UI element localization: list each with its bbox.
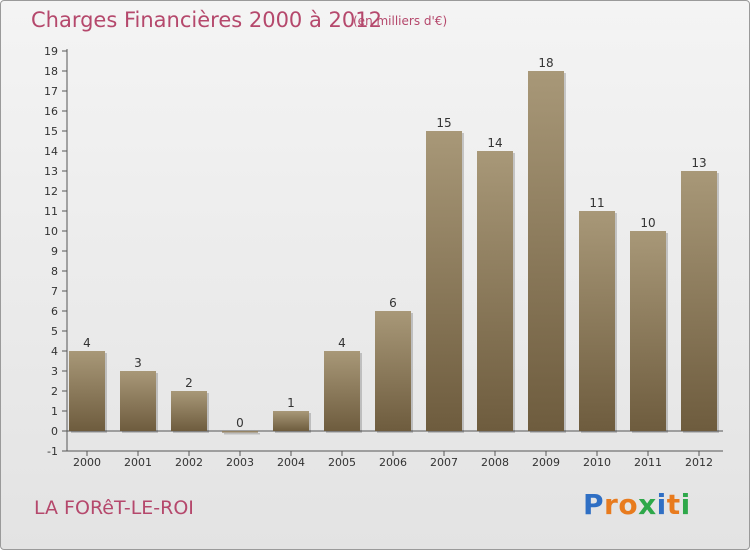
y-tick-label: 15 [44, 125, 58, 138]
logo-letter: t [666, 488, 681, 521]
y-tick-label: 19 [44, 45, 58, 58]
bar [69, 351, 105, 431]
y-tick-label: 4 [51, 345, 58, 358]
data-label: 11 [589, 196, 604, 210]
x-tick-label: 2008 [481, 456, 509, 469]
y-tick-label: 11 [44, 205, 58, 218]
logo-letter: i [680, 488, 691, 521]
bar [630, 231, 666, 431]
y-tick-label: 12 [44, 185, 58, 198]
logo-letter: x [638, 488, 657, 521]
data-label: 3 [134, 356, 142, 370]
x-tick-label: 2000 [73, 456, 101, 469]
data-label: 15 [436, 116, 451, 130]
logo-letter: i [656, 488, 667, 521]
bar-shadow [224, 433, 260, 435]
chart-title: Charges Financières 2000 à 2012 [31, 8, 382, 32]
x-tick-label: 2007 [430, 456, 458, 469]
x-tick-label: 2012 [685, 456, 713, 469]
data-label: 4 [83, 336, 91, 350]
bar [681, 171, 717, 431]
y-tick-label: 9 [51, 245, 58, 258]
data-label: 18 [538, 56, 553, 70]
y-tick-label: 6 [51, 305, 58, 318]
x-tick-label: 2006 [379, 456, 407, 469]
y-tick-label: 0 [51, 425, 58, 438]
logo-letter: r [604, 488, 619, 521]
bar [171, 391, 207, 431]
x-tick-label: 2003 [226, 456, 254, 469]
x-tick-label: 2001 [124, 456, 152, 469]
data-label: 14 [487, 136, 502, 150]
data-label: 0 [236, 416, 244, 430]
x-tick-label: 2009 [532, 456, 560, 469]
y-tick-label: 16 [44, 105, 58, 118]
x-tick-label: 2010 [583, 456, 611, 469]
y-tick-label: 8 [51, 265, 58, 278]
bar [426, 131, 462, 431]
bar [120, 371, 156, 431]
y-tick-label: 5 [51, 325, 58, 338]
proxiti-logo: Proxiti [583, 488, 691, 521]
data-label: 13 [691, 156, 706, 170]
y-tick-label: 18 [44, 65, 58, 78]
y-tick-label: 14 [44, 145, 58, 158]
y-tick-label: 17 [44, 85, 58, 98]
y-tick-label: 1 [51, 405, 58, 418]
bar [477, 151, 513, 431]
logo-letter: o [618, 488, 639, 521]
place-name: LA FORêT-LE-ROI [34, 497, 194, 519]
y-tick-label: 2 [51, 385, 58, 398]
data-label: 1 [287, 396, 295, 410]
logo-letter: P [583, 488, 605, 521]
x-tick-label: 2011 [634, 456, 662, 469]
y-tick-label: 10 [44, 225, 58, 238]
data-label: 6 [389, 296, 397, 310]
chart-subtitle: (en milliers d'€) [353, 14, 448, 28]
bar [375, 311, 411, 431]
y-tick-label: 13 [44, 165, 58, 178]
x-tick-label: 2005 [328, 456, 356, 469]
bar [324, 351, 360, 431]
bar [222, 431, 258, 433]
y-tick-label: 3 [51, 365, 58, 378]
y-tick-label: 7 [51, 285, 58, 298]
bar [528, 71, 564, 431]
data-label: 4 [338, 336, 346, 350]
bar [579, 211, 615, 431]
data-label: 10 [640, 216, 655, 230]
bar [273, 411, 309, 431]
y-tick-label: -1 [47, 445, 58, 458]
data-label: 2 [185, 376, 193, 390]
x-tick-label: 2002 [175, 456, 203, 469]
x-tick-label: 2004 [277, 456, 305, 469]
